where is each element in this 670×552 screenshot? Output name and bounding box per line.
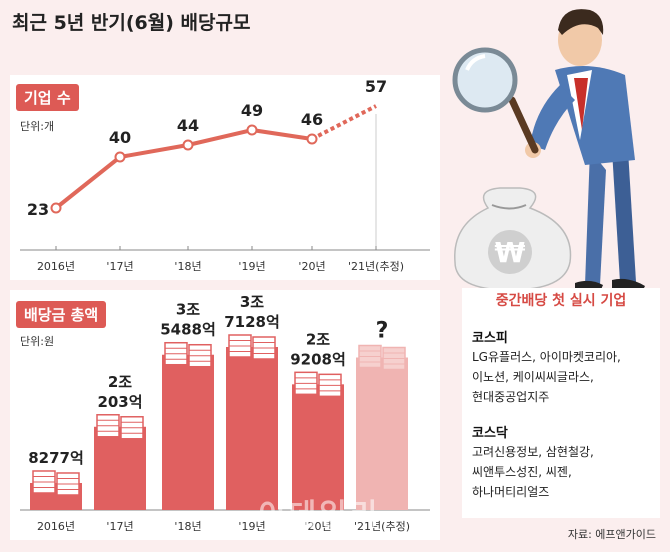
line-point [182, 139, 194, 151]
leg-icon [585, 150, 606, 285]
bar-data-label: 203억 [97, 393, 142, 411]
line-data-label: 49 [241, 101, 263, 120]
kosdaq-label: 코스닥 [472, 426, 508, 441]
magnifier-icon [452, 47, 518, 113]
kosdaq-line: 고려신용정보, 삼현철강, [472, 445, 594, 459]
line-point [114, 151, 126, 163]
line-data-label: 57 [365, 77, 387, 96]
tie-icon [574, 78, 588, 130]
body-icon [555, 66, 635, 165]
bar [226, 347, 278, 510]
kospi-line: LG유플러스, 아이마켓코리아, [472, 350, 621, 364]
line-x-tick-label: '17년 [106, 260, 133, 273]
bar-x-tick-label: '19년 [238, 520, 265, 533]
bar-data-label: 8277억 [28, 449, 84, 467]
bar-data-label: 7128억 [224, 313, 280, 331]
bar-data-label: 3조 [176, 301, 200, 319]
bar-data-label: 3조 [240, 293, 264, 311]
bar-data-label: 5488억 [160, 321, 216, 339]
kospi-label: 코스피 [472, 331, 508, 346]
page-title: 최근 5년 반기(6월) 배당규모 [12, 12, 251, 34]
bar-x-tick-label: '17년 [106, 520, 133, 533]
line-chart-tag: 기업 수 [16, 84, 79, 111]
line-x-tick-label: '19년 [238, 260, 265, 273]
line-chart-unit: 단위:개 [20, 120, 55, 133]
line-point [50, 202, 62, 214]
bar [292, 384, 344, 510]
kospi-line: 이노션, 케이씨씨글라스, [472, 370, 594, 384]
line-point [246, 124, 258, 136]
line-chart: 2016년 '17년 '18년 '19년 '20년 '21년(추정) 23 40 44 49 46 5… [20, 77, 430, 273]
magnifier-handle-icon [508, 96, 539, 154]
bar-chart-unit: 단위:원 [20, 335, 55, 348]
line-x-tick-label: '20년 [298, 260, 325, 273]
bar-chart-tag: 배당금 총액 [16, 301, 107, 328]
won-icon: ₩ [495, 236, 526, 269]
kospi-line: 현대중공업지주 [472, 390, 550, 404]
bar-data-label: 2조 [306, 330, 330, 348]
line-x-tick-label: '18년 [174, 260, 201, 273]
source-note: 자료: 에프앤가이드 [567, 528, 656, 541]
bar-data-label: ? [376, 319, 389, 344]
bar-x-tick-label: '21년(추정) [354, 520, 410, 533]
illustration: ₩ [452, 9, 645, 292]
line-point [306, 133, 318, 145]
bar-x-tick-label: 2016년 [37, 520, 75, 533]
line-x-tick-label: 2016년 [37, 260, 75, 273]
line-x-tick-label: '21년(추정) [348, 260, 404, 273]
line-data-label: 23 [27, 200, 49, 219]
bar [162, 354, 214, 510]
bar-chart: 8277억 2016년 2조 203억 '17년 3조 5488억 '18년 3조 7128억 '1… [20, 293, 430, 533]
bar-x-tick-label: '20년 [304, 520, 331, 533]
kosdaq-line: 하나머티리얼즈 [472, 485, 550, 499]
bar-data-label: 2조 [108, 373, 132, 391]
bar-data-label: 9208억 [290, 350, 346, 368]
kosdaq-line: 씨앤투스성진, 씨젠, [472, 465, 572, 479]
bar [356, 357, 408, 510]
watermark: 이데일리 [258, 498, 381, 533]
line-series-estimate [311, 104, 377, 141]
company-box [462, 288, 660, 518]
line-data-label: 46 [301, 110, 323, 129]
line-data-label: 44 [177, 116, 199, 135]
line-data-label: 40 [109, 128, 131, 147]
bar [94, 426, 146, 510]
company-title: 중간배당 첫 실시 기업 [495, 293, 627, 309]
bar-x-tick-label: '18년 [174, 520, 201, 533]
